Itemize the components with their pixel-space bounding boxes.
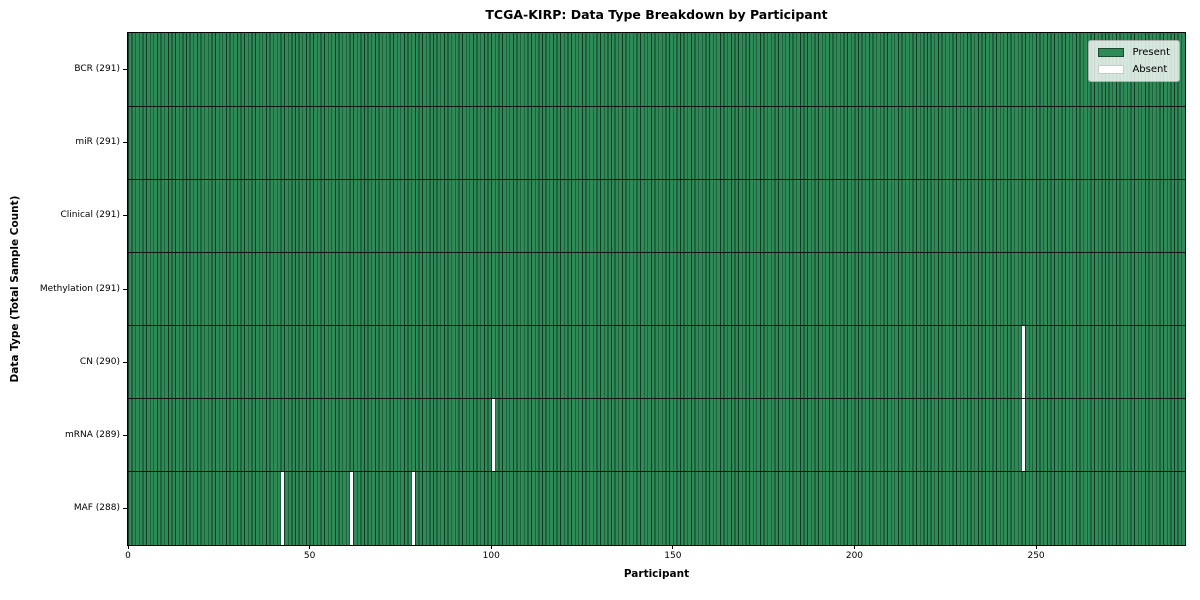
heatmap-row-clinical [128,179,1185,253]
y-tick-label: miR (291) [75,137,120,148]
heatmap-row-mir [128,106,1185,180]
x-tick-label: 200 [845,551,864,561]
x-tick-label: 50 [303,551,316,561]
x-tick-label: 150 [664,551,682,561]
legend-swatch-present [1098,48,1125,57]
absent-marker [1022,325,1026,399]
heatmap-row-bcr [128,33,1185,107]
y-tick-label: mRNA (289) [65,429,120,440]
row-divider [128,325,1185,327]
y-tick-label: Methylation (291) [39,283,120,294]
legend-label: Present [1132,47,1170,58]
legend-swatch-absent [1098,65,1125,74]
y-tick-label: CN (290) [79,356,120,367]
x-tick-mark [309,545,311,549]
heatmap-row-methylation [128,252,1185,326]
row-divider [128,178,1185,180]
heatmap-row-maf [128,471,1185,545]
y-tick-mark [123,361,127,363]
legend: Present Absent [1088,40,1180,82]
y-tick-label: Clinical (291) [60,210,120,221]
absent-marker [281,471,285,545]
row-divider [128,105,1185,107]
absent-marker [1022,398,1026,472]
x-tick-mark [490,545,492,549]
chart-title: TCGA-KIRP: Data Type Breakdown by Partic… [485,7,828,22]
legend-item-present: Present [1098,47,1170,58]
absent-marker [412,471,415,545]
x-tick-mark [1035,545,1037,549]
y-tick-mark [123,507,127,509]
heatmap-row-cn [128,325,1185,399]
x-tick-mark [127,545,129,549]
plot-area: Present Absent [127,32,1186,546]
x-tick-label: 0 [125,551,131,561]
y-tick-mark [123,215,127,217]
y-tick-mark [123,69,127,71]
x-tick-label: 100 [482,551,500,561]
row-divider [128,251,1185,253]
absent-marker [350,471,354,545]
x-axis-label: Participant [623,568,690,580]
row-divider [128,471,1185,473]
row-divider [128,398,1185,400]
y-tick-mark [123,142,127,144]
x-tick-mark [672,545,674,549]
absent-marker [492,398,495,472]
legend-item-absent: Absent [1098,64,1170,75]
x-tick-label: 250 [1027,551,1045,561]
y-tick-label: BCR (291) [74,64,120,75]
y-tick-mark [123,288,127,290]
legend-label: Absent [1132,64,1168,75]
x-tick-mark [853,545,855,549]
y-tick-label: MAF (288) [73,502,120,513]
y-tick-mark [123,434,127,436]
heatmap-row-mrna [128,398,1185,472]
